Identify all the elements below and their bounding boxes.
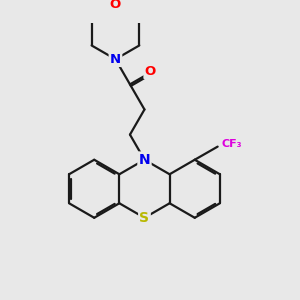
Text: O: O <box>110 0 121 11</box>
Text: S: S <box>140 211 149 225</box>
Text: N: N <box>110 53 121 66</box>
Text: N: N <box>139 153 150 167</box>
Text: CF₃: CF₃ <box>221 139 242 149</box>
Text: O: O <box>145 65 156 78</box>
